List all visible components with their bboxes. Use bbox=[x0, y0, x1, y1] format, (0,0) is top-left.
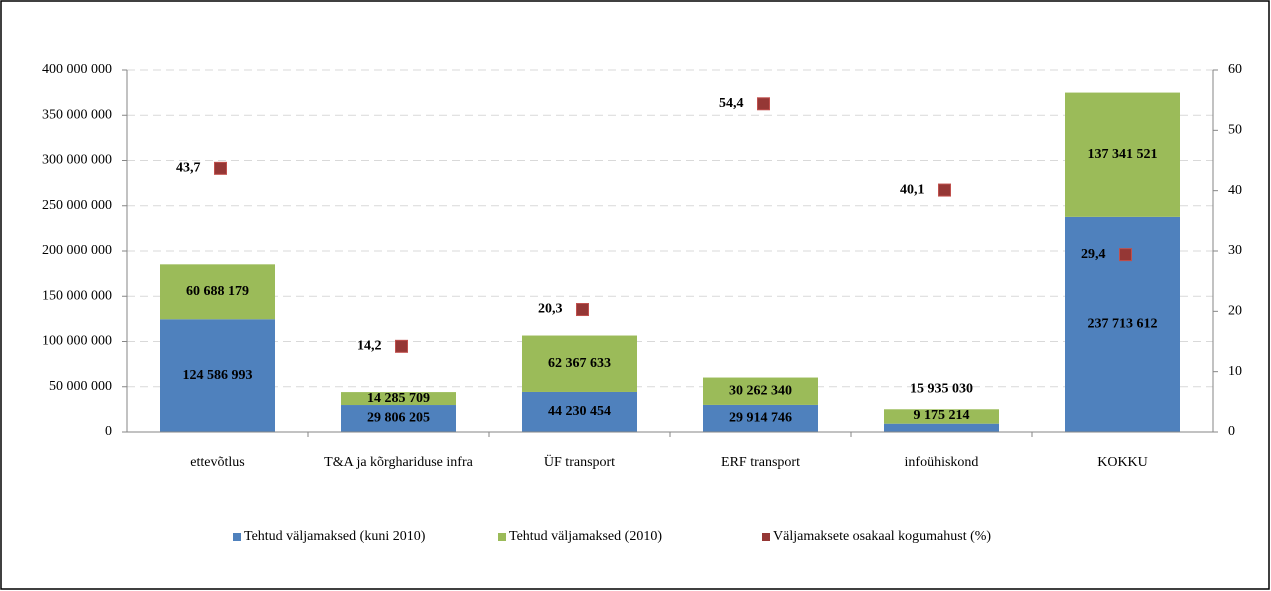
data-label: 124 586 993 bbox=[183, 368, 253, 383]
legend-swatch bbox=[498, 533, 506, 541]
marker bbox=[576, 303, 589, 317]
marker bbox=[757, 97, 770, 111]
bar bbox=[884, 423, 999, 432]
data-label: 9 175 214 bbox=[914, 408, 970, 423]
data-label: 54,4 bbox=[719, 96, 744, 111]
x-tick-label: infoühiskond bbox=[904, 455, 979, 470]
y-tick-label: 250 000 000 bbox=[42, 198, 112, 213]
legend-swatch bbox=[762, 533, 770, 541]
y-tick-label: 300 000 000 bbox=[42, 153, 112, 168]
bar bbox=[341, 392, 456, 406]
marker bbox=[938, 183, 951, 197]
legend-label: Tehtud väljamaksed (2010) bbox=[509, 529, 662, 544]
y2-tick-label: 30 bbox=[1228, 243, 1242, 258]
bar bbox=[703, 377, 818, 405]
legend-label: Väljamaksete osakaal kogumahust (%) bbox=[773, 529, 991, 544]
y2-tick-label: 60 bbox=[1228, 62, 1242, 77]
bar bbox=[1065, 92, 1180, 217]
data-label: 30 262 340 bbox=[729, 383, 792, 398]
y-tick-label: 350 000 000 bbox=[42, 107, 112, 122]
x-tick-label: ERF transport bbox=[721, 455, 800, 470]
legend-swatch bbox=[233, 533, 241, 541]
data-label: 62 367 633 bbox=[548, 356, 611, 371]
bar bbox=[160, 319, 275, 432]
bar bbox=[884, 409, 999, 424]
data-label: 44 230 454 bbox=[548, 404, 611, 419]
x-tick-label: ettevõtlus bbox=[190, 455, 245, 470]
x-tick-label: T&A ja kõrghariduse infra bbox=[324, 455, 473, 470]
data-label: 40,1 bbox=[900, 182, 925, 197]
y2-tick-label: 20 bbox=[1228, 304, 1242, 319]
bar bbox=[341, 405, 456, 432]
data-label: 14,2 bbox=[357, 339, 382, 354]
bar bbox=[703, 404, 818, 432]
marker bbox=[395, 339, 408, 353]
x-tick-label: ÜF transport bbox=[543, 455, 616, 470]
y2-tick-label: 50 bbox=[1228, 123, 1242, 138]
y2-tick-label: 0 bbox=[1228, 424, 1235, 439]
x-tick-label: KOKKU bbox=[1097, 455, 1148, 470]
bar bbox=[522, 335, 637, 392]
data-label: 137 341 521 bbox=[1088, 147, 1158, 162]
y-tick-label: 100 000 000 bbox=[42, 334, 112, 349]
bar bbox=[160, 264, 275, 320]
y-tick-label: 400 000 000 bbox=[42, 62, 112, 77]
bar bbox=[522, 391, 637, 432]
marker bbox=[214, 161, 227, 175]
y2-tick-label: 40 bbox=[1228, 183, 1242, 198]
y-tick-label: 150 000 000 bbox=[42, 288, 112, 303]
data-label: 29 914 746 bbox=[729, 411, 792, 426]
y-tick-label: 0 bbox=[105, 424, 112, 439]
data-label: 29,4 bbox=[1081, 247, 1106, 262]
y-tick-label: 50 000 000 bbox=[49, 379, 112, 394]
data-label: 29 806 205 bbox=[367, 411, 430, 426]
data-label: 14 285 709 bbox=[367, 391, 430, 406]
y-tick-label: 200 000 000 bbox=[42, 243, 112, 258]
data-label: 43,7 bbox=[176, 161, 201, 176]
data-label: 15 935 030 bbox=[910, 381, 973, 396]
data-label: 60 688 179 bbox=[186, 284, 249, 299]
marker bbox=[1119, 248, 1132, 262]
data-label: 237 713 612 bbox=[1088, 317, 1158, 332]
data-label: 20,3 bbox=[538, 302, 563, 317]
legend-label: Tehtud väljamaksed (kuni 2010) bbox=[244, 529, 426, 544]
y2-tick-label: 10 bbox=[1228, 364, 1242, 379]
